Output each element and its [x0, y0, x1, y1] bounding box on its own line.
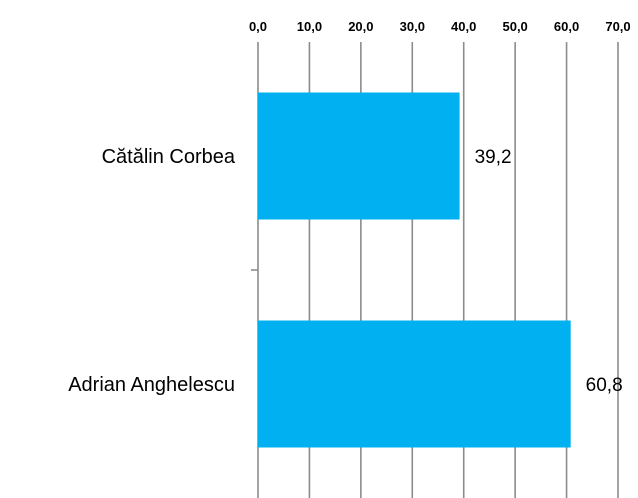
category-labels: Cătălin Corbea Adrian Anghelescu [68, 146, 236, 396]
x-axis-tick-labels: 0,0 10,0 20,0 30,0 40,0 50,0 60,0 70,0 [249, 19, 631, 34]
x-tick-label: 10,0 [297, 19, 322, 34]
category-label: Cătălin Corbea [102, 146, 236, 168]
bar [258, 320, 571, 448]
x-tick-label: 30,0 [400, 19, 425, 34]
data-label: 39,2 [475, 147, 512, 168]
bars [258, 92, 571, 448]
category-label: Adrian Anghelescu [68, 374, 235, 396]
data-labels: 39,2 60,8 [475, 147, 623, 396]
x-tick-label: 60,0 [554, 19, 579, 34]
data-label: 60,8 [586, 375, 623, 396]
x-tick-label: 20,0 [348, 19, 373, 34]
x-tick-label: 50,0 [502, 19, 527, 34]
bar [258, 92, 460, 220]
x-tick-label: 0,0 [249, 19, 267, 34]
x-tick-label: 40,0 [451, 19, 476, 34]
x-tick-label: 70,0 [605, 19, 630, 34]
